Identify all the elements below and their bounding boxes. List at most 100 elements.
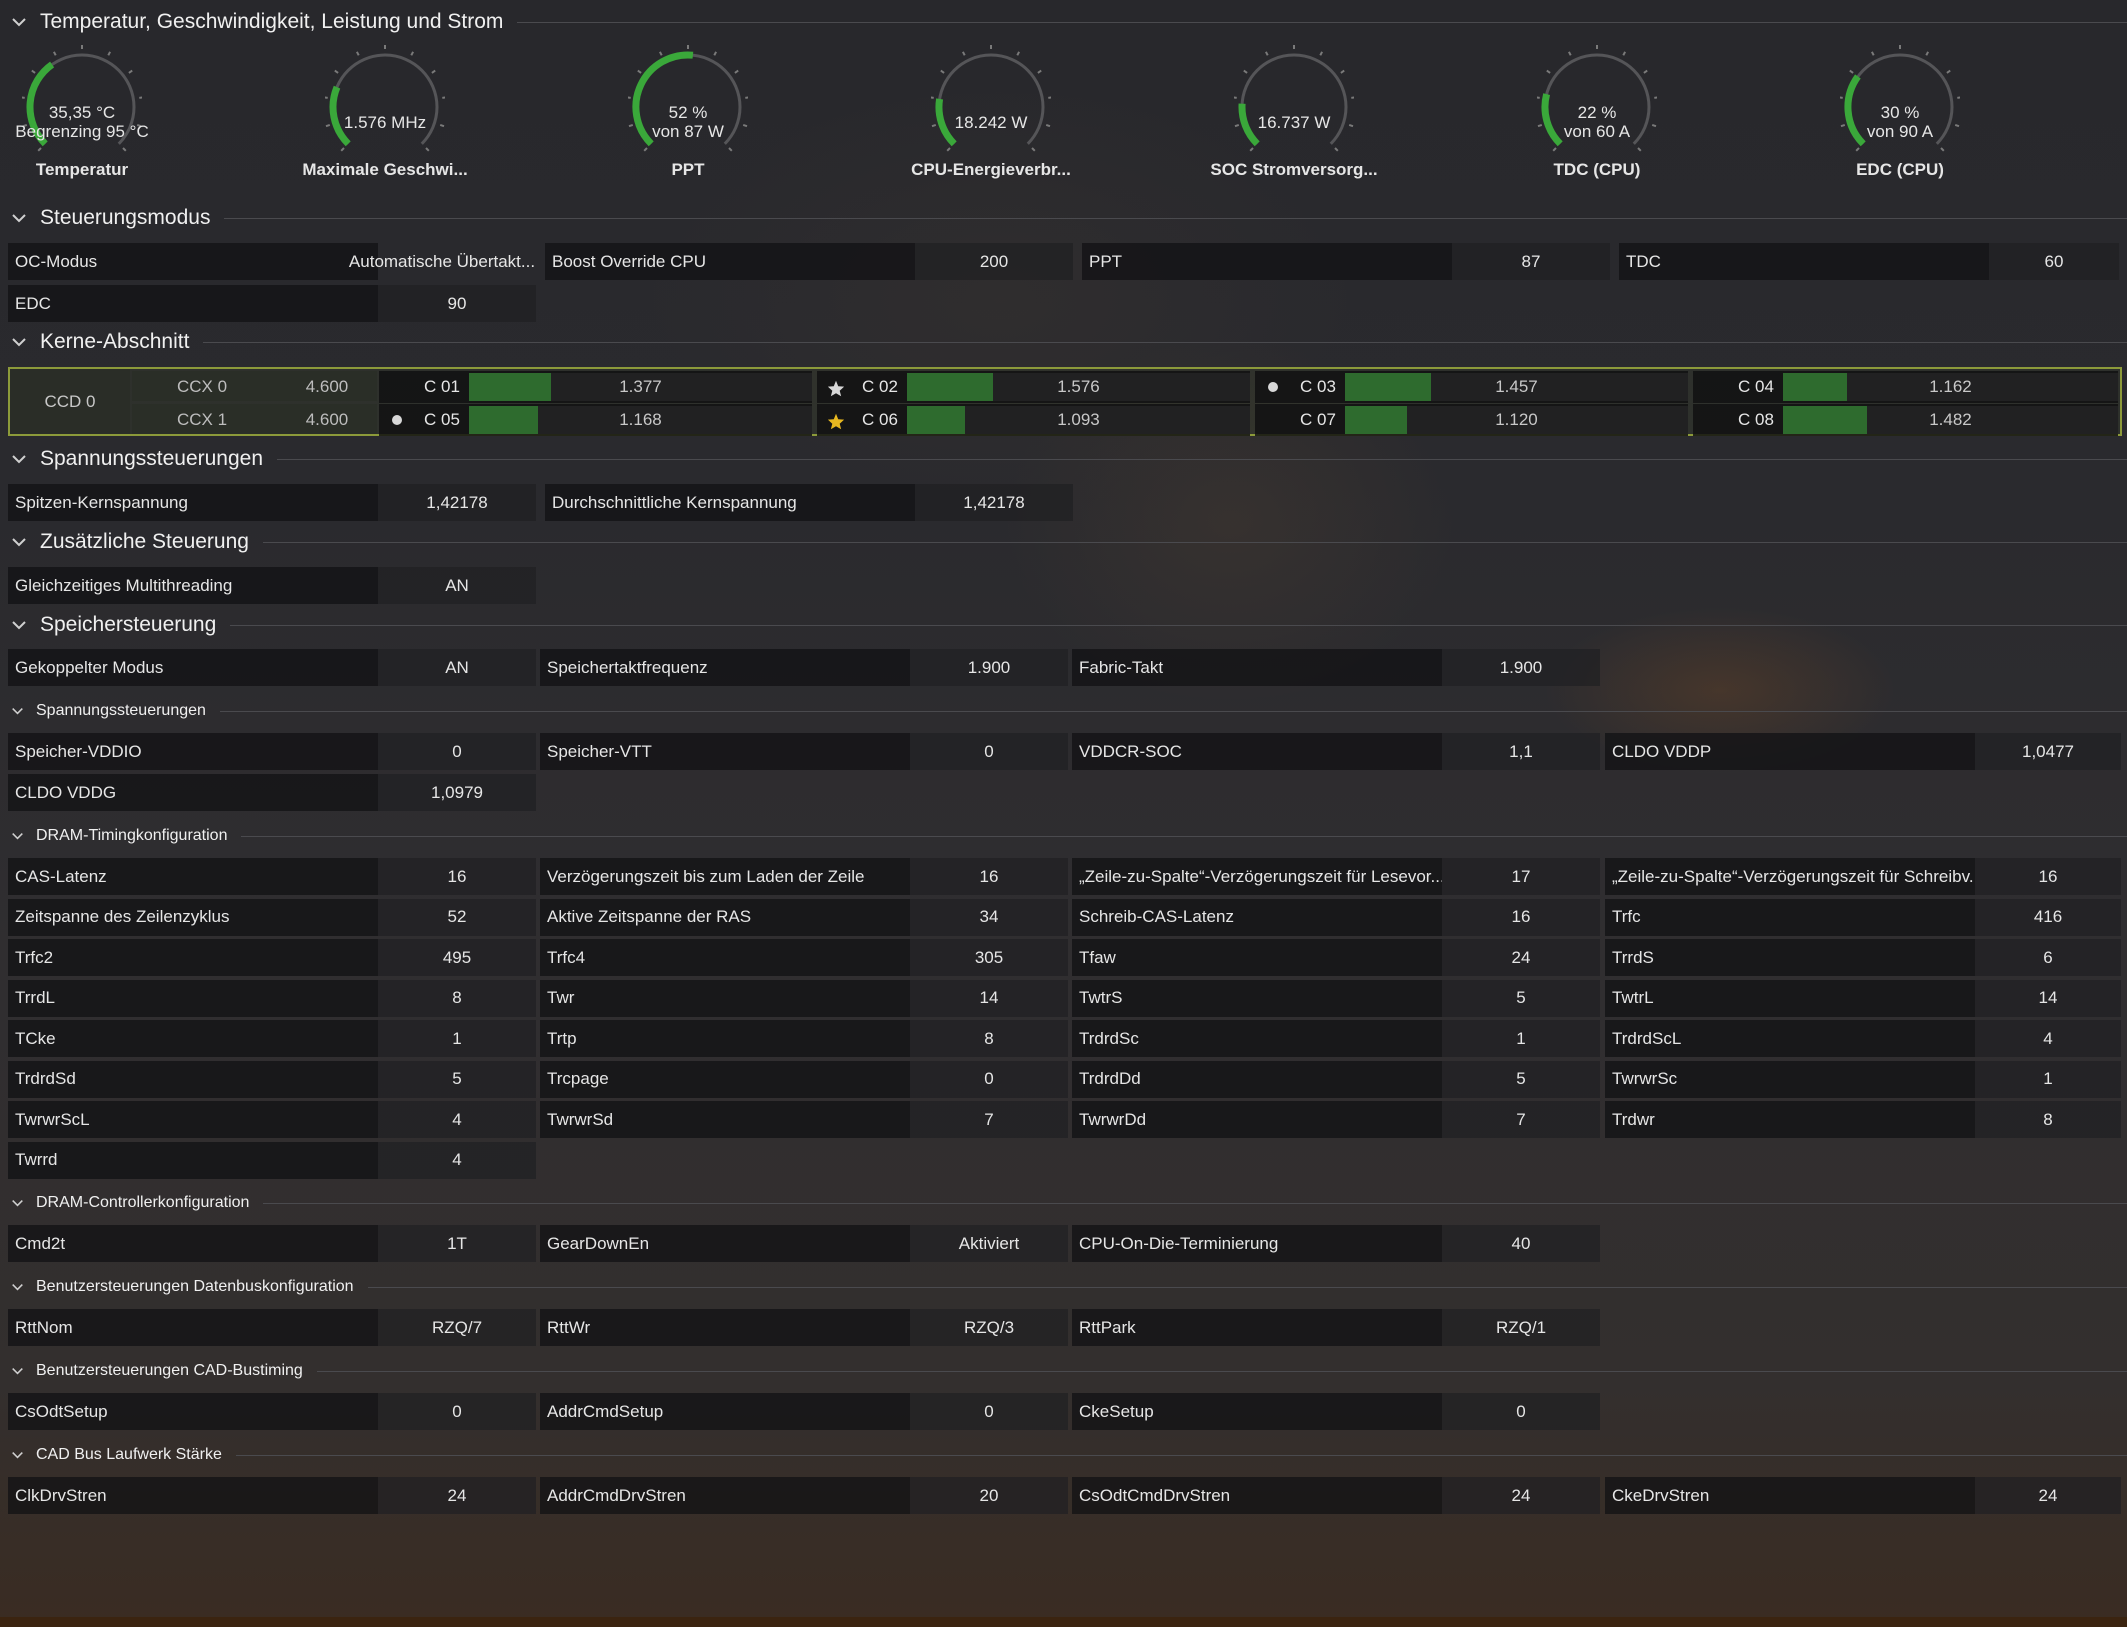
field-value[interactable]: 8 bbox=[1975, 1101, 2121, 1138]
setting-field[interactable]: Trtp 8 bbox=[540, 1020, 1068, 1057]
chevron-down-icon[interactable] bbox=[8, 531, 30, 553]
field-value[interactable]: 16 bbox=[1975, 858, 2121, 895]
setting-field[interactable]: TrdrdSc 1 bbox=[1072, 1020, 1600, 1057]
field-value[interactable]: 7 bbox=[1442, 1101, 1600, 1138]
setting-field[interactable]: TrdrdDd 5 bbox=[1072, 1060, 1600, 1098]
chevron-down-icon[interactable] bbox=[8, 331, 30, 353]
boost-override-field[interactable]: Boost Override CPU 200 bbox=[545, 243, 1073, 280]
field-value[interactable]: 1.900 bbox=[910, 649, 1068, 686]
section-header-temp[interactable]: Temperatur, Geschwindigkeit, Leistung un… bbox=[0, 6, 2127, 38]
setting-field[interactable]: TCke 1 bbox=[8, 1020, 536, 1057]
field-value[interactable]: 1,42178 bbox=[915, 484, 1073, 521]
setting-field[interactable]: „Zeile-zu-Spalte“-Verzögerungszeit für L… bbox=[1072, 858, 1600, 895]
chevron-down-icon[interactable] bbox=[8, 1194, 26, 1212]
field-value[interactable]: 416 bbox=[1975, 898, 2121, 936]
field-value[interactable]: 1T bbox=[378, 1225, 536, 1262]
field-value[interactable]: Automatische Übertakt... bbox=[348, 251, 536, 271]
field-value[interactable]: 1 bbox=[1442, 1020, 1600, 1057]
field-value[interactable]: 17 bbox=[1442, 858, 1600, 895]
field-value[interactable]: 1 bbox=[378, 1020, 536, 1057]
field-value[interactable]: 20 bbox=[910, 1477, 1068, 1514]
core-item[interactable]: C 05 1.168 bbox=[379, 404, 812, 436]
setting-field[interactable]: TwtrS 5 bbox=[1072, 979, 1600, 1017]
setting-field[interactable]: Zeitspanne des Zeilenzyklus 52 bbox=[8, 898, 536, 936]
setting-field[interactable]: RttNom RZQ/7 bbox=[8, 1309, 536, 1346]
setting-field[interactable]: Gekoppelter Modus AN bbox=[8, 649, 536, 686]
field-value[interactable]: 4 bbox=[378, 1141, 536, 1179]
setting-field[interactable]: RttPark RZQ/1 bbox=[1072, 1309, 1600, 1346]
chevron-down-icon[interactable] bbox=[8, 11, 30, 33]
setting-field[interactable]: CsOdtCmdDrvStren 24 bbox=[1072, 1477, 1600, 1514]
section-header-dram-timing[interactable]: DRAM-Timingkonfiguration bbox=[0, 820, 2127, 852]
setting-field[interactable]: ClkDrvStren 24 bbox=[8, 1477, 536, 1514]
smt-field[interactable]: Gleichzeitiges Multithreading AN bbox=[8, 567, 536, 604]
field-value[interactable]: 24 bbox=[378, 1477, 536, 1514]
field-value[interactable]: 24 bbox=[1975, 1477, 2121, 1514]
field-value[interactable]: 14 bbox=[1975, 979, 2121, 1017]
setting-field[interactable]: CLDO VDDP 1,0477 bbox=[1605, 733, 2121, 770]
field-value[interactable]: 5 bbox=[378, 1060, 536, 1098]
chevron-down-icon[interactable] bbox=[8, 1278, 26, 1296]
section-header-additional[interactable]: Zusätzliche Steuerung bbox=[0, 526, 2127, 558]
setting-field[interactable]: „Zeile-zu-Spalte“-Verzögerungszeit für S… bbox=[1605, 858, 2121, 895]
field-value[interactable]: 1,0979 bbox=[378, 774, 536, 811]
section-header-cad-timing[interactable]: Benutzersteuerungen CAD-Bustiming bbox=[0, 1355, 2127, 1387]
setting-field[interactable]: CAS-Latenz 16 bbox=[8, 858, 536, 895]
field-value[interactable]: RZQ/3 bbox=[910, 1309, 1068, 1346]
setting-field[interactable]: TrdrdScL 4 bbox=[1605, 1020, 2121, 1057]
ppt-field[interactable]: PPT 87 bbox=[1082, 243, 1610, 280]
section-header-cad-drive[interactable]: CAD Bus Laufwerk Stärke bbox=[0, 1439, 2127, 1471]
setting-field[interactable]: Twrrd 4 bbox=[8, 1141, 536, 1179]
field-value[interactable]: RZQ/1 bbox=[1442, 1309, 1600, 1346]
field-value[interactable]: 24 bbox=[1442, 939, 1600, 976]
section-header-cores[interactable]: Kerne-Abschnitt bbox=[0, 326, 2127, 358]
chevron-down-icon[interactable] bbox=[8, 614, 30, 636]
field-value[interactable]: 8 bbox=[378, 979, 536, 1017]
core-item[interactable]: C 08 1.482 bbox=[1693, 404, 2118, 436]
edc-field[interactable]: EDC 90 bbox=[8, 285, 536, 322]
setting-field[interactable]: Trdwr 8 bbox=[1605, 1101, 2121, 1138]
section-header-mem-voltage[interactable]: Spannungssteuerungen bbox=[0, 695, 2127, 727]
section-header-databus[interactable]: Benutzersteuerungen Datenbuskonfiguratio… bbox=[0, 1271, 2127, 1303]
field-value[interactable]: 0 bbox=[910, 1393, 1068, 1430]
setting-field[interactable]: CsOdtSetup 0 bbox=[8, 1393, 536, 1430]
field-value[interactable]: RZQ/7 bbox=[378, 1309, 536, 1346]
setting-field[interactable]: Verzögerungszeit bis zum Laden der Zeile… bbox=[540, 858, 1068, 895]
field-value[interactable]: 1,0477 bbox=[1975, 733, 2121, 770]
section-header-control[interactable]: Steuerungsmodus bbox=[0, 202, 2127, 234]
chevron-down-icon[interactable] bbox=[8, 207, 30, 229]
setting-field[interactable]: GearDownEn Aktiviert bbox=[540, 1225, 1068, 1262]
tdc-field[interactable]: TDC 60 bbox=[1619, 243, 2119, 280]
setting-field[interactable]: TwrwrDd 7 bbox=[1072, 1101, 1600, 1138]
setting-field[interactable]: TwrwrSc 1 bbox=[1605, 1060, 2121, 1098]
field-value[interactable]: 14 bbox=[910, 979, 1068, 1017]
chevron-down-icon[interactable] bbox=[8, 1362, 26, 1380]
oc-mode-field[interactable]: OC-Modus Automatische Übertakt... bbox=[8, 243, 536, 280]
peak-core-voltage-field[interactable]: Spitzen-Kernspannung 1,42178 bbox=[8, 484, 536, 521]
field-value[interactable]: 8 bbox=[910, 1020, 1068, 1057]
chevron-down-icon[interactable] bbox=[8, 1446, 26, 1464]
field-value[interactable]: 16 bbox=[910, 858, 1068, 895]
setting-field[interactable]: CkeDrvStren 24 bbox=[1605, 1477, 2121, 1514]
field-value[interactable]: AN bbox=[378, 567, 536, 604]
setting-field[interactable]: Trcpage 0 bbox=[540, 1060, 1068, 1098]
field-value[interactable]: 5 bbox=[1442, 1060, 1600, 1098]
chevron-down-icon[interactable] bbox=[8, 702, 26, 720]
section-header-dram-controller[interactable]: DRAM-Controllerkonfiguration bbox=[0, 1187, 2127, 1219]
field-value[interactable]: 1.900 bbox=[1442, 649, 1600, 686]
avg-core-voltage-field[interactable]: Durchschnittliche Kernspannung 1,42178 bbox=[545, 484, 1073, 521]
setting-field[interactable]: TrrdS 6 bbox=[1605, 939, 2121, 976]
field-value[interactable]: 52 bbox=[378, 898, 536, 936]
field-value[interactable]: 24 bbox=[1442, 1477, 1600, 1514]
setting-field[interactable]: Aktive Zeitspanne der RAS 34 bbox=[540, 898, 1068, 936]
setting-field[interactable]: Trfc4 305 bbox=[540, 939, 1068, 976]
setting-field[interactable]: TwtrL 14 bbox=[1605, 979, 2121, 1017]
setting-field[interactable]: AddrCmdDrvStren 20 bbox=[540, 1477, 1068, 1514]
chevron-down-icon[interactable] bbox=[8, 448, 30, 470]
core-item[interactable]: C 04 1.162 bbox=[1693, 371, 2118, 403]
setting-field[interactable]: Fabric-Takt 1.900 bbox=[1072, 649, 1600, 686]
field-value[interactable]: 495 bbox=[378, 939, 536, 976]
setting-field[interactable]: CkeSetup 0 bbox=[1072, 1393, 1600, 1430]
field-value[interactable]: 16 bbox=[1442, 898, 1600, 936]
core-item[interactable]: C 03 1.457 bbox=[1255, 371, 1688, 403]
